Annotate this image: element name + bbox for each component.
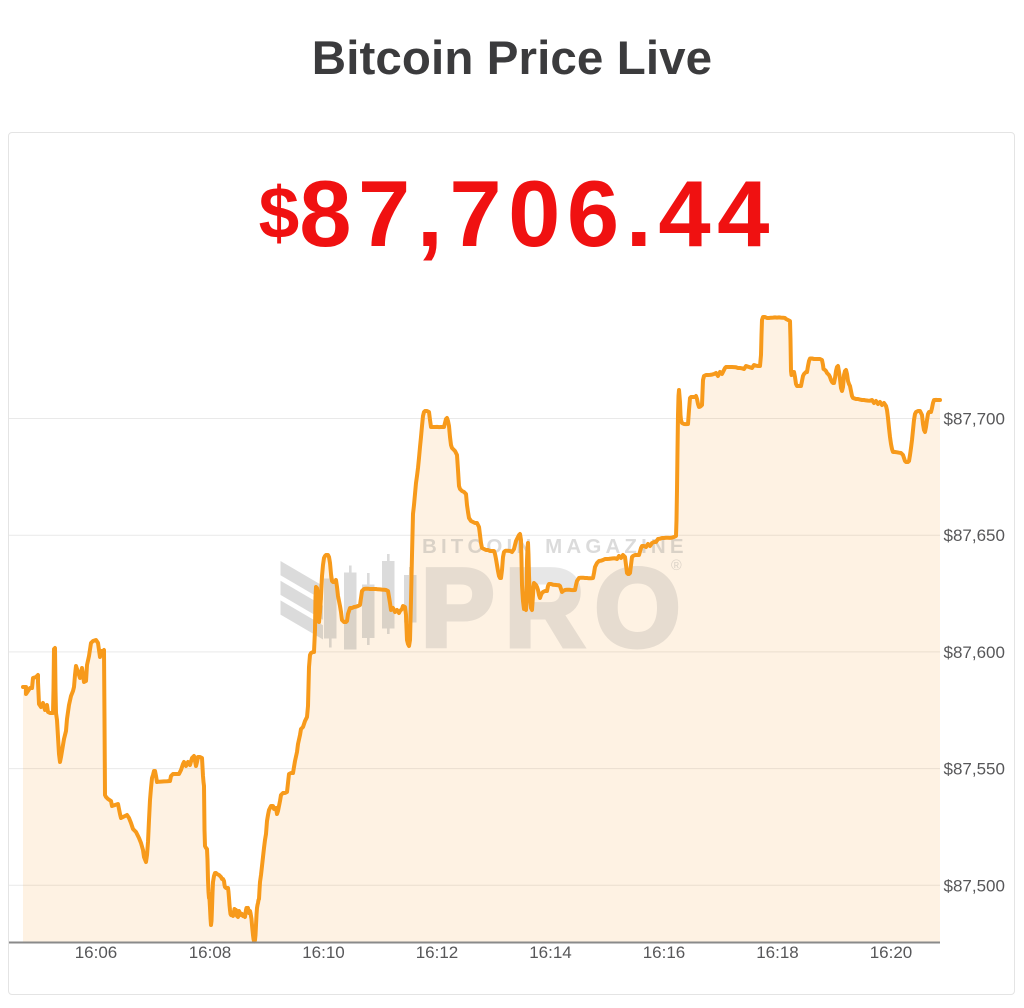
svg-text:16:12: 16:12: [416, 943, 459, 962]
svg-text:16:06: 16:06: [75, 943, 118, 962]
svg-text:16:14: 16:14: [529, 943, 572, 962]
svg-text:$87,550: $87,550: [944, 760, 1005, 779]
svg-text:16:20: 16:20: [870, 943, 913, 962]
svg-text:$87,600: $87,600: [944, 643, 1005, 662]
svg-text:16:18: 16:18: [756, 943, 799, 962]
svg-text:$87,500: $87,500: [944, 876, 1005, 895]
svg-text:BITCOIN MAGAZINE: BITCOIN MAGAZINE: [422, 535, 688, 558]
svg-text:16:16: 16:16: [643, 943, 686, 962]
svg-text:PRO: PRO: [421, 547, 691, 670]
svg-text:®: ®: [671, 558, 682, 574]
svg-text:$87,700: $87,700: [944, 410, 1005, 429]
svg-text:16:08: 16:08: [189, 943, 232, 962]
svg-text:$87,650: $87,650: [944, 526, 1005, 545]
svg-text:16:10: 16:10: [302, 943, 345, 962]
